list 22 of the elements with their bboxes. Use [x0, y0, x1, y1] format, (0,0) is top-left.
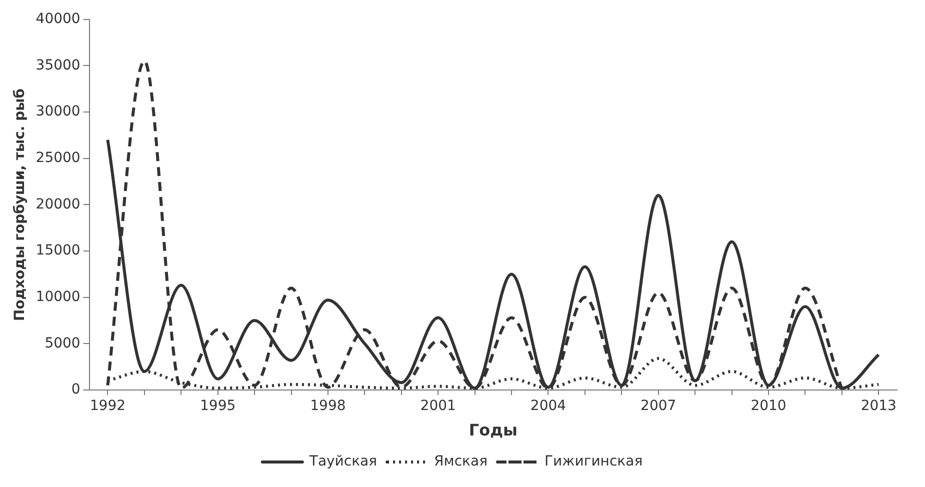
- y-tick-label: 35000: [36, 57, 80, 74]
- x-tick-label: 2004: [530, 398, 566, 414]
- x-tick-label: 2007: [640, 398, 676, 414]
- y-tick-label: 10000: [36, 288, 80, 305]
- legend-label: Тауйская: [308, 454, 378, 470]
- legend-label: Ямская: [434, 454, 488, 470]
- x-tick-label: 1992: [90, 398, 126, 414]
- x-tick-label: 1995: [200, 398, 236, 414]
- x-axis-title: Годы: [468, 420, 518, 440]
- x-tick-label: 1998: [310, 398, 346, 414]
- legend-label: Гижигинская: [544, 454, 643, 470]
- y-tick-label: 40000: [36, 11, 80, 28]
- y-tick-label: 25000: [36, 150, 80, 166]
- y-tick-label: 30000: [36, 104, 80, 120]
- y-tick-label: 5000: [44, 335, 80, 352]
- x-tick-label: 2013: [860, 398, 896, 414]
- y-tick-label: 15000: [36, 242, 80, 259]
- x-tick-label: 2010: [750, 398, 786, 414]
- y-tick-label: 0: [71, 382, 80, 398]
- y-axis-title: Подходы горбуши, тыс. рыб: [12, 88, 28, 321]
- y-tick-label: 20000: [36, 196, 80, 212]
- x-tick-label: 2001: [420, 398, 456, 414]
